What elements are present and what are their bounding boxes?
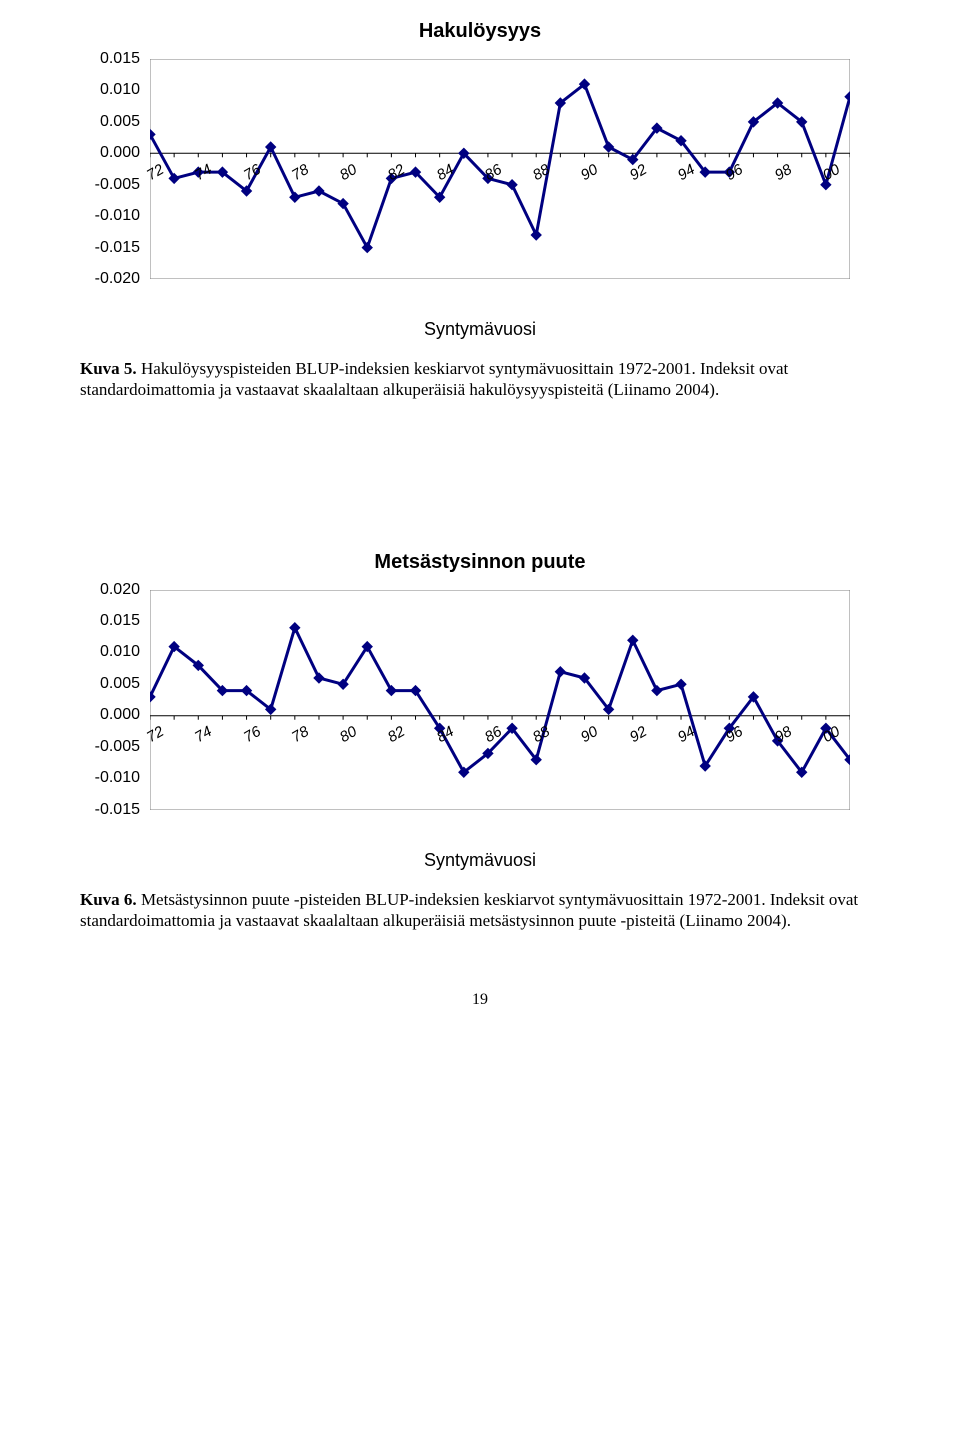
page-number: 19 xyxy=(80,991,880,1009)
ytick-label: 0.005 xyxy=(80,113,140,131)
spacer xyxy=(80,461,880,551)
chart2-xaxis-title: Syntymävuosi xyxy=(80,850,880,871)
chart1-ylabels: 0.0150.0100.0050.000-0.005-0.010-0.015-0… xyxy=(80,59,140,279)
xtick-label: 96 xyxy=(723,723,746,746)
caption2-label: Kuva 6. xyxy=(80,890,137,909)
chart2-ylabels: 0.0200.0150.0100.0050.000-0.005-0.010-0.… xyxy=(80,590,140,810)
ytick-label: 0.010 xyxy=(80,81,140,99)
ytick-label: 0.020 xyxy=(80,581,140,599)
xtick-label: 82 xyxy=(385,161,408,184)
ytick-label: 0.005 xyxy=(80,675,140,693)
xtick-label: 78 xyxy=(289,161,312,184)
xtick-label: 72 xyxy=(144,161,167,184)
xtick-label: 74 xyxy=(192,723,215,746)
xtick-label: 98 xyxy=(771,723,794,746)
ytick-label: -0.015 xyxy=(80,801,140,819)
chart1-xlabels: 727476788082848688909294969800 xyxy=(150,159,850,305)
ytick-label: -0.010 xyxy=(80,207,140,225)
xtick-label: 94 xyxy=(675,161,698,184)
chart2-title: Metsästysinnon puute xyxy=(80,551,880,574)
xtick-label: 90 xyxy=(578,161,601,184)
xtick-label: 00 xyxy=(820,161,843,184)
xtick-label: 80 xyxy=(337,161,360,184)
chart1-title: Hakulöysyys xyxy=(80,20,880,43)
xtick-label: 88 xyxy=(530,161,553,184)
caption2: Kuva 6. Metsästysinnon puute -pisteiden … xyxy=(80,889,880,932)
xtick-label: 00 xyxy=(820,723,843,746)
xtick-label: 82 xyxy=(385,723,408,746)
ytick-label: -0.005 xyxy=(80,738,140,756)
xtick-label: 76 xyxy=(240,723,263,746)
caption1-text: Hakulöysyyspisteiden BLUP-indeksien kesk… xyxy=(80,359,788,399)
xtick-label: 72 xyxy=(144,723,167,746)
xtick-label: 84 xyxy=(434,723,457,746)
xtick-label: 84 xyxy=(434,161,457,184)
xtick-label: 86 xyxy=(482,723,505,746)
xtick-label: 74 xyxy=(192,161,215,184)
xtick-label: 92 xyxy=(627,723,650,746)
xtick-label: 86 xyxy=(482,161,505,184)
ytick-label: -0.010 xyxy=(80,769,140,787)
caption1-label: Kuva 5. xyxy=(80,359,137,378)
xtick-label: 76 xyxy=(240,161,263,184)
xtick-label: 92 xyxy=(627,161,650,184)
ytick-label: -0.020 xyxy=(80,270,140,288)
caption2-text: Metsästysinnon puute -pisteiden BLUP-ind… xyxy=(80,890,858,930)
xtick-label: 94 xyxy=(675,723,698,746)
ytick-label: 0.015 xyxy=(80,50,140,68)
xtick-label: 98 xyxy=(771,161,794,184)
chart2-xlabels: 727476788082848688909294969800 xyxy=(150,721,850,835)
ytick-label: 0.000 xyxy=(80,706,140,724)
xtick-label: 96 xyxy=(723,161,746,184)
caption1: Kuva 5. Hakulöysyyspisteiden BLUP-indeks… xyxy=(80,358,880,401)
xtick-label: 88 xyxy=(530,723,553,746)
ytick-label: 0.000 xyxy=(80,144,140,162)
ytick-label: -0.015 xyxy=(80,239,140,257)
xtick-label: 78 xyxy=(289,723,312,746)
xtick-label: 90 xyxy=(578,723,601,746)
ytick-label: -0.005 xyxy=(80,176,140,194)
chart1-xaxis-title: Syntymävuosi xyxy=(80,319,880,340)
ytick-label: 0.015 xyxy=(80,612,140,630)
chart2-wrap: 0.0200.0150.0100.0050.000-0.005-0.010-0.… xyxy=(150,590,850,836)
xtick-label: 80 xyxy=(337,723,360,746)
page-root: Hakulöysyys 0.0150.0100.0050.000-0.005-0… xyxy=(0,0,960,1049)
ytick-label: 0.010 xyxy=(80,643,140,661)
chart1-wrap: 0.0150.0100.0050.000-0.005-0.010-0.015-0… xyxy=(150,59,850,305)
